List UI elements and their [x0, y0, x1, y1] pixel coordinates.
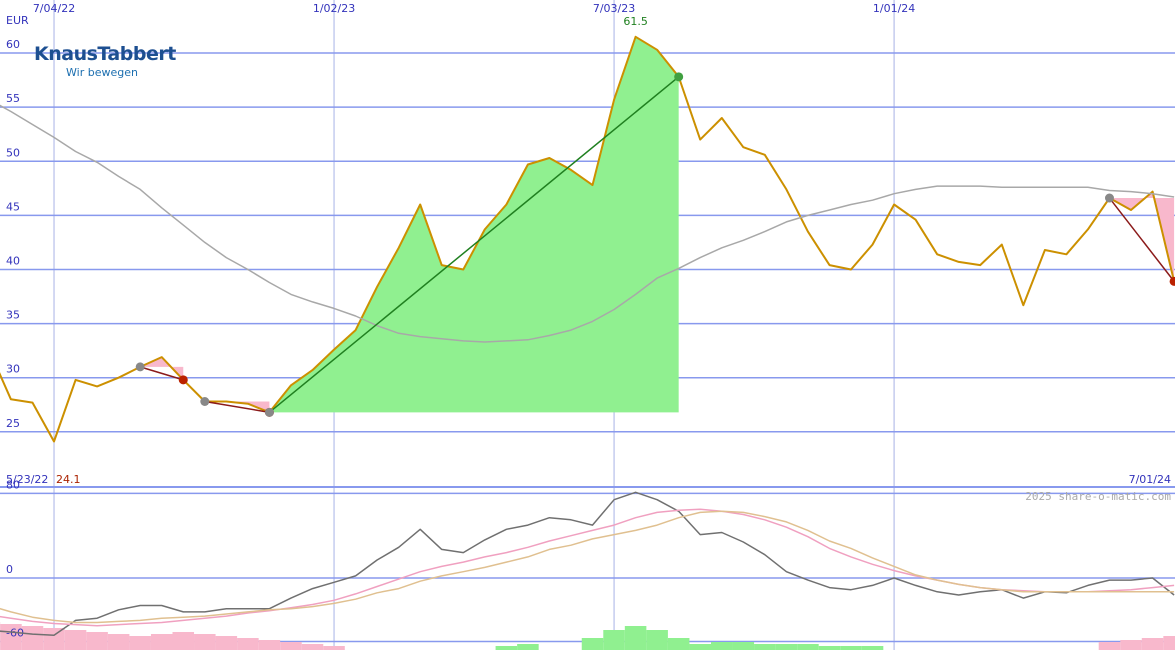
histogram-bar [818, 646, 841, 650]
histogram-bar [150, 634, 173, 650]
histogram-bar [86, 632, 108, 650]
unit-label: EUR [6, 14, 29, 27]
y-tick-label: 50 [6, 146, 20, 159]
histogram-bar [861, 646, 884, 650]
series-line [0, 491, 1175, 636]
histogram-bar [732, 642, 755, 650]
histogram-bar [1163, 636, 1175, 650]
trade-line [204, 400, 270, 414]
series-line [0, 35, 1175, 443]
histogram-bar [43, 628, 65, 650]
y-tick-label: 55 [6, 92, 20, 105]
trade-entry [135, 362, 145, 372]
trade-shade [204, 401, 270, 413]
start-date: 5/23/22 [6, 473, 48, 486]
histogram-bar [280, 642, 302, 650]
histogram-bar [710, 642, 733, 650]
histogram-bar [646, 630, 668, 650]
trade-exit [1169, 276, 1175, 286]
logo-tagline: Wir bewegen [66, 66, 138, 79]
y-tick-label: 35 [6, 309, 20, 322]
histogram-bar [129, 636, 151, 650]
histogram-bar [517, 644, 539, 650]
low-label: 24.1 [56, 473, 81, 486]
histogram-bar [323, 646, 345, 650]
histogram-bar [64, 630, 87, 650]
y-tick-label: 80 [6, 478, 20, 491]
histogram-bar [667, 638, 690, 650]
histogram-bar [1120, 640, 1142, 650]
histogram-bar [754, 644, 776, 650]
y-tick-label: 0 [6, 563, 13, 576]
histogram-bar [215, 636, 238, 650]
histogram-bar [0, 624, 22, 650]
histogram-bar [495, 646, 518, 650]
histogram-bar [840, 646, 862, 650]
series-line [0, 510, 1175, 624]
watermark: 2025 share-o-matic.com [1025, 490, 1171, 503]
end-date: 7/01/24 [1129, 473, 1171, 486]
y-tick-label: 60 [6, 38, 20, 51]
trade-exit [674, 72, 684, 82]
trade-entry [264, 407, 274, 417]
histogram-bar [237, 638, 259, 650]
x-tick-label: 1/01/24 [873, 2, 915, 15]
y-tick-label: 45 [6, 200, 20, 213]
y-tick-label: 30 [6, 363, 20, 376]
trade-shade [269, 36, 679, 413]
series-line [0, 104, 1175, 343]
x-tick-label: 1/02/23 [313, 2, 355, 15]
trade-line [139, 366, 184, 381]
histogram-bar [1098, 642, 1121, 650]
histogram-bar [301, 644, 324, 650]
histogram-bar [797, 644, 819, 650]
histogram-bar [21, 626, 44, 650]
histogram-bar [603, 630, 625, 650]
histogram-bar [107, 634, 130, 650]
histogram-bar [581, 638, 604, 650]
histogram-bar [624, 626, 647, 650]
histogram-bar [194, 634, 216, 650]
trade-entry [200, 397, 210, 407]
histogram-bar [1141, 638, 1164, 650]
x-tick-label: 7/04/22 [33, 2, 75, 15]
histogram-bar [258, 640, 281, 650]
trade-line [268, 76, 680, 413]
y-tick-label: 25 [6, 417, 20, 430]
high-label: 61.5 [623, 15, 648, 28]
y-tick-label: 40 [6, 254, 20, 267]
trade-line [1108, 197, 1175, 282]
logo-name: KnausTabbert [34, 43, 176, 65]
histogram-bar [689, 644, 711, 650]
histogram-bar [172, 632, 195, 650]
x-tick-label: 7/03/23 [593, 2, 635, 15]
trade-exit [178, 375, 188, 385]
histogram-bar [775, 644, 798, 650]
trade-entry [1104, 193, 1114, 203]
